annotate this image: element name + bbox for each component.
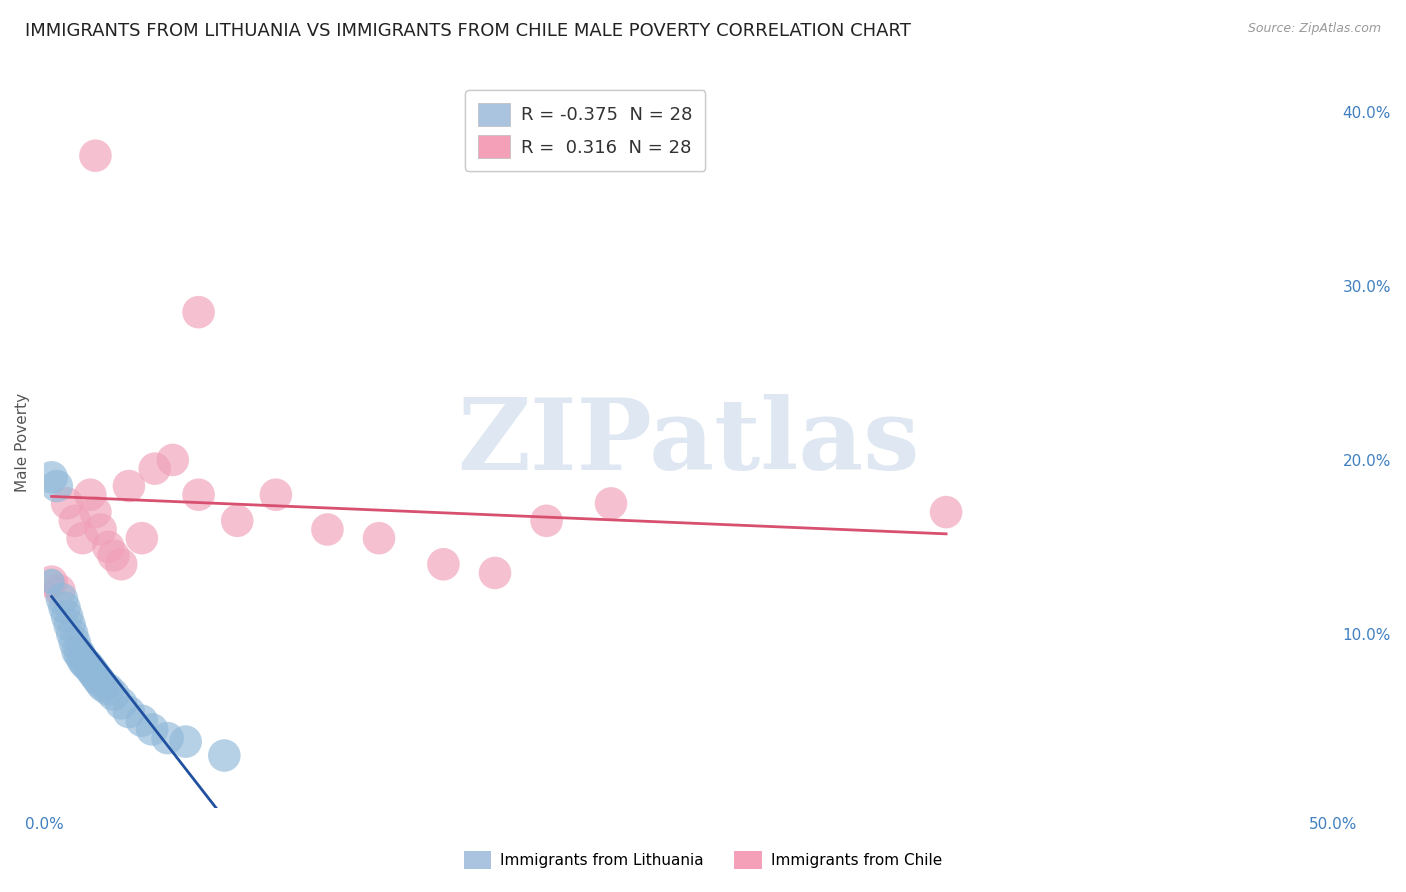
Point [72, 531, 94, 545]
Point [66, 644, 89, 658]
Point [72, 653, 94, 667]
Point [56, 609, 79, 624]
Point [41, 574, 63, 589]
Point [48, 583, 70, 598]
Point [90, 675, 112, 690]
Legend: Immigrants from Lithuania, Immigrants from Chile: Immigrants from Lithuania, Immigrants fr… [457, 845, 949, 875]
Point [91, 679, 114, 693]
Point [76, 658, 98, 673]
Point [131, 714, 153, 728]
Point [75, 657, 97, 671]
Point [41, 574, 63, 589]
Point [84, 668, 107, 682]
Point [82, 665, 104, 679]
Point [103, 549, 125, 563]
Text: Source: ZipAtlas.com: Source: ZipAtlas.com [1247, 22, 1381, 36]
Point [69, 648, 91, 662]
Point [97, 540, 120, 554]
Point [97, 682, 120, 697]
Y-axis label: Male Poverty: Male Poverty [15, 393, 30, 492]
Point [600, 496, 623, 510]
Point [156, 731, 179, 746]
Point [536, 514, 558, 528]
Point [368, 531, 391, 545]
Point [90, 523, 112, 537]
Point [484, 566, 506, 580]
Point [131, 531, 153, 545]
Point [84, 505, 107, 519]
Point [53, 600, 76, 615]
Point [79, 488, 101, 502]
Point [187, 488, 209, 502]
Point [316, 523, 339, 537]
Point [63, 635, 86, 649]
Point [63, 514, 86, 528]
Point [143, 461, 166, 475]
Point [432, 558, 454, 572]
Point [162, 453, 184, 467]
Point [56, 496, 79, 510]
Point [174, 734, 197, 748]
Point [118, 705, 141, 719]
Point [87, 672, 110, 686]
Point [110, 697, 132, 711]
Point [84, 149, 107, 163]
Point [226, 514, 249, 528]
Point [187, 305, 209, 319]
Point [141, 723, 163, 737]
Point [59, 618, 82, 632]
Point [51, 592, 73, 607]
Point [79, 662, 101, 676]
Point [110, 558, 132, 572]
Point [45, 479, 67, 493]
Point [41, 470, 63, 484]
Legend: R = -0.375  N = 28, R =  0.316  N = 28: R = -0.375 N = 28, R = 0.316 N = 28 [465, 90, 706, 171]
Text: IMMIGRANTS FROM LITHUANIA VS IMMIGRANTS FROM CHILE MALE POVERTY CORRELATION CHAR: IMMIGRANTS FROM LITHUANIA VS IMMIGRANTS … [25, 22, 911, 40]
Point [214, 748, 236, 763]
Point [935, 505, 957, 519]
Point [118, 479, 141, 493]
Point [264, 488, 287, 502]
Point [60, 627, 83, 641]
Text: ZIPatlas: ZIPatlas [457, 394, 920, 491]
Point [103, 688, 125, 702]
